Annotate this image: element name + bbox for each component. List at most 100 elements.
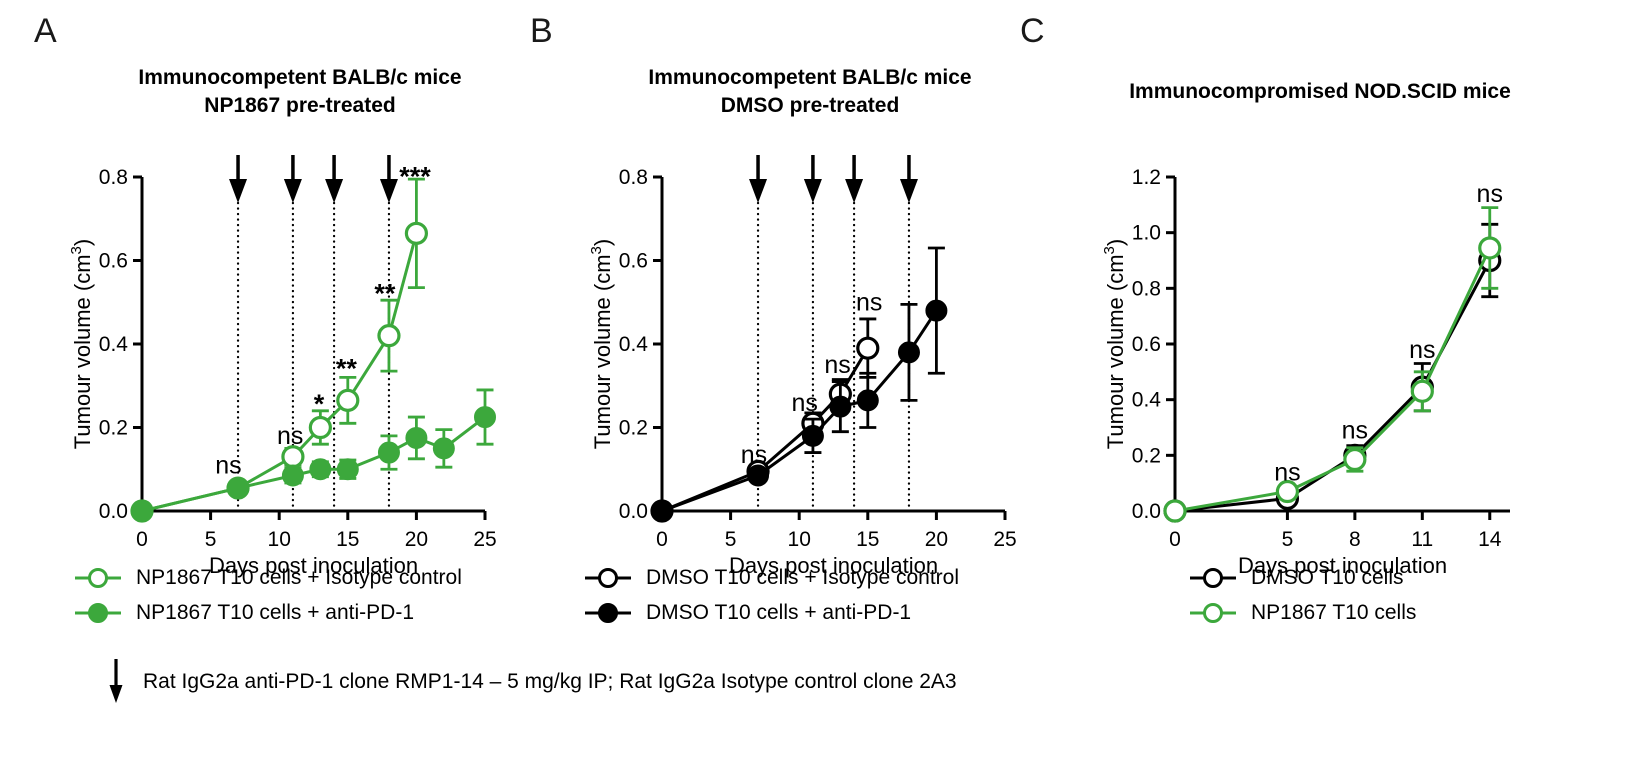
y-tick-label: 0.2 — [99, 417, 128, 440]
treatment-arrow-head — [229, 179, 248, 203]
series — [650, 317, 880, 523]
chart-c-canvas: 0.0 0.2 0.4 0.6 0.8 1.0 1.2 0 5 8 11 14 Days post in… — [1101, 166, 1510, 578]
data-point-open — [1410, 379, 1434, 403]
y-tick-label: 0.6 — [1132, 333, 1161, 356]
treatment-arrow-head — [803, 179, 822, 203]
x-tick-label: 5 — [205, 528, 217, 551]
panel-c-letter: C — [1020, 12, 1045, 50]
legend-marker-filled-icon — [585, 603, 631, 623]
data-point-open — [856, 336, 880, 360]
significance-label: ns — [1477, 180, 1503, 208]
data-point-filled — [651, 500, 673, 522]
panel-b-title-line1: Immunocompetent BALB/c mice — [648, 66, 972, 89]
series — [131, 388, 496, 522]
series — [651, 246, 948, 522]
x-tick-label: 10 — [788, 528, 811, 551]
x-tick-label: 10 — [268, 528, 291, 551]
data-point-open — [308, 415, 332, 440]
treatment-arrow-head — [899, 179, 918, 203]
data-point-filled — [227, 477, 250, 500]
legend-label: DMSO T10 cells + anti-PD-1 — [646, 601, 912, 624]
x-axis-title: Days post inoculation — [1238, 553, 1447, 578]
significance-label: ** — [374, 278, 396, 308]
y-tick-label: 0.0 — [619, 500, 648, 523]
data-point-open — [404, 221, 428, 245]
legend-item: NP1867 T10 cells + Isotype control — [73, 566, 462, 590]
legend-label: DMSO T10 cells + Isotype control — [646, 566, 959, 589]
x-tick-label: 15 — [856, 528, 879, 551]
data-point-open — [377, 324, 401, 348]
x-tick-label: 5 — [1282, 528, 1294, 551]
data-point-filled — [829, 395, 852, 418]
legend-label: NP1867 T10 cells + anti-PD-1 — [136, 601, 415, 624]
panel-a-title-line2: NP1867 pre-treated — [204, 94, 396, 117]
y-axis-title: Tumour volume (cm3) — [1101, 239, 1128, 449]
x-tick-label: 5 — [725, 528, 737, 551]
y-tick-label: 0.0 — [1132, 500, 1161, 523]
series — [1163, 222, 1502, 523]
data-point-open — [1163, 499, 1187, 523]
y-tick-label: 0.4 — [619, 333, 649, 356]
series-line — [141, 232, 418, 513]
data-point-open — [1478, 236, 1502, 260]
y-tick-label: 0.4 — [99, 333, 129, 356]
panel-b-title: Immunocompetent BALB/c mice DMSO pre-tre… — [595, 64, 1025, 120]
data-point-filled — [377, 441, 400, 464]
legend-marker-filled-icon — [75, 603, 121, 623]
y-axis-title: Tumour volume (cm3) — [68, 239, 95, 449]
legend-item: DMSO T10 cells + anti-PD-1 — [583, 601, 959, 625]
x-axis-title: Days post inoculation — [209, 553, 418, 578]
treatment-arrow-head — [749, 179, 768, 203]
panel-b-title-line2: DMSO pre-treated — [720, 94, 900, 117]
significance-label: *** — [399, 161, 431, 191]
x-tick-label: 0 — [1169, 528, 1181, 551]
significance-label: ns — [215, 451, 241, 479]
legend-label: NP1867 T10 cells — [1251, 601, 1417, 624]
x-axis-title: Days post inoculation — [729, 553, 938, 578]
legend-a: NP1867 T10 cells + Isotype control NP1867… — [73, 566, 462, 636]
panel-c-title: Immunocompromised NOD.SCID mice — [1070, 78, 1570, 106]
legend-label: DMSO T10 cells — [1251, 566, 1404, 589]
significance-label: ** — [336, 353, 358, 383]
data-point-filled — [747, 464, 770, 487]
data-point-open — [336, 388, 360, 412]
significance-label: * — [314, 389, 325, 419]
y-tick-label: 0.6 — [99, 250, 128, 273]
legend-marker-open-icon — [1190, 568, 1236, 588]
footnote: Rat IgG2a anti-PD-1 clone RMP1-14 – 5 mg… — [105, 658, 957, 706]
x-tick-label: 15 — [336, 528, 359, 551]
down-arrow-icon — [109, 659, 123, 703]
legend-label: NP1867 T10 cells + Isotype control — [136, 566, 462, 589]
data-point-open — [1343, 447, 1367, 472]
data-point-filled — [856, 389, 879, 412]
legend-c: DMSO T10 cells NP1867 T10 cells — [1188, 566, 1416, 636]
x-tick-label: 20 — [405, 528, 428, 551]
significance-label: ns — [791, 389, 817, 417]
y-tick-label: 0.4 — [1132, 389, 1162, 412]
series — [1163, 206, 1502, 523]
y-tick-label: 1.0 — [1132, 222, 1161, 245]
significance-label: ns — [1342, 417, 1368, 445]
data-point-filled — [336, 458, 359, 481]
data-point-filled — [432, 437, 455, 460]
y-tick-label: 0.8 — [99, 166, 128, 189]
y-tick-label: 0.2 — [619, 417, 648, 440]
x-tick-label: 25 — [993, 528, 1016, 551]
data-point-filled — [925, 299, 948, 322]
treatment-arrow-head — [379, 179, 398, 203]
legend-item: DMSO T10 cells — [1188, 566, 1416, 590]
panel-a-title: Immunocompetent BALB/c mice NP1867 pre-t… — [85, 64, 515, 120]
legend-item: NP1867 T10 cells + anti-PD-1 — [73, 601, 462, 625]
significance-label: ns — [1409, 336, 1435, 364]
legend-marker-open-icon — [75, 568, 121, 588]
legend-b: DMSO T10 cells + Isotype control DMSO T10… — [583, 566, 959, 636]
legend-item: NP1867 T10 cells — [1188, 601, 1416, 625]
y-axis-title: Tumour volume (cm3) — [588, 239, 615, 449]
data-point-filled — [474, 406, 496, 429]
legend-marker-open-icon — [1190, 603, 1236, 623]
chart-a-canvas: 0.0 0.2 0.4 0.6 0.8 0 5 10 15 20 25 Days post inocu… — [68, 155, 497, 578]
data-point-filled — [131, 500, 153, 522]
chart-b-canvas: 0.0 0.2 0.4 0.6 0.8 0 5 10 15 20 25 Days post inocu… — [588, 155, 1017, 578]
x-tick-label: 0 — [656, 528, 668, 551]
x-tick-label: 8 — [1349, 528, 1361, 551]
